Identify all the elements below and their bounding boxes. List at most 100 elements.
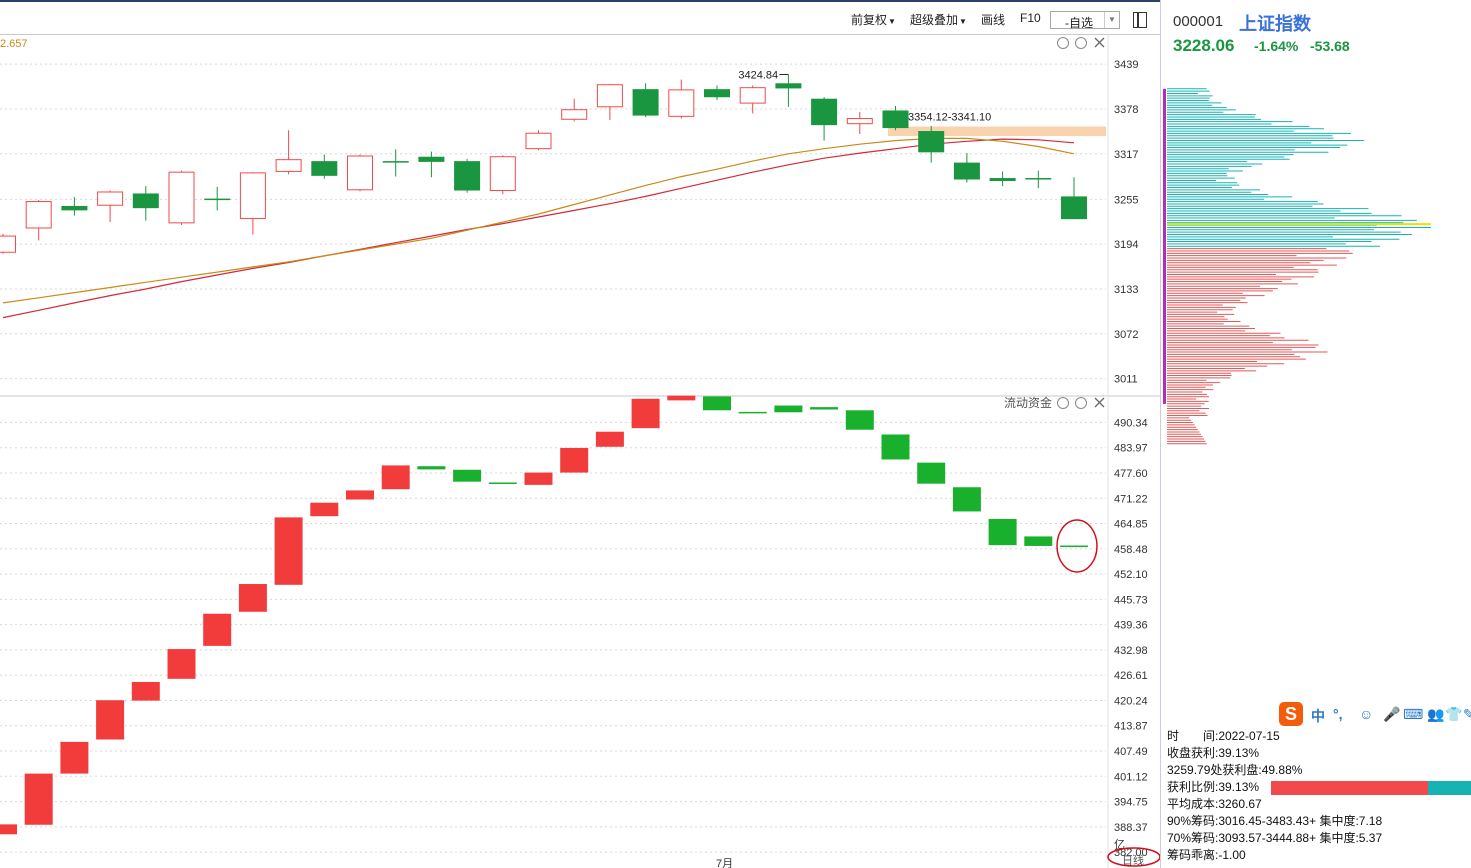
chip-90-range bbox=[1163, 88, 1166, 404]
ime-toolbar: S 中 °, ☺ 🎤 ⌨ 👥 👕 ✎ bbox=[1279, 700, 1471, 728]
ma-red-line bbox=[2, 138, 1075, 319]
stat-close-profit: 收盘获利:39.13% bbox=[1167, 746, 1260, 760]
candle-body bbox=[632, 89, 659, 116]
candle bbox=[61, 197, 88, 216]
flow-panel-title: 流动资金 bbox=[1004, 395, 1052, 410]
flow-tick-label: 464.85 bbox=[1114, 519, 1148, 531]
flow-bar bbox=[738, 411, 767, 414]
candle-body bbox=[811, 98, 838, 126]
flow-bar bbox=[167, 649, 196, 679]
flow-bar bbox=[274, 517, 303, 585]
flow-bar bbox=[453, 469, 482, 482]
candle-body bbox=[882, 110, 909, 129]
candle bbox=[918, 125, 945, 163]
microphone-icon[interactable]: 🎤 bbox=[1383, 706, 1401, 722]
draw-line-button[interactable]: 画线 bbox=[981, 13, 1006, 27]
profit-ratio-fill bbox=[1271, 781, 1428, 795]
f10-button[interactable]: F10 bbox=[1020, 11, 1041, 25]
stat-profit-ratio-row: 获利比例:39.13% bbox=[1167, 779, 1471, 796]
candle bbox=[739, 85, 766, 114]
chip-distribution-panel: 000001 上证指数 3228.06 -1.64% -53.68 S 中 °,… bbox=[1160, 0, 1471, 868]
ma-yellow-line bbox=[2, 137, 1075, 304]
flow-bar bbox=[667, 395, 696, 401]
kline-chart: 3439 3378 3317 3255 3194 3133 3072 3011 490.34 48… bbox=[0, 34, 1160, 868]
flow-bar bbox=[881, 434, 910, 460]
close-icon bbox=[1094, 397, 1105, 408]
candle-body bbox=[132, 193, 159, 209]
tools-icon[interactable]: ✎ bbox=[1463, 706, 1471, 722]
flow-tick-label: 439.36 bbox=[1114, 620, 1148, 632]
stock-name[interactable]: 上证指数 bbox=[1239, 14, 1311, 34]
flow-unit-label: 亿 bbox=[1114, 838, 1125, 851]
price-tick-label: 3255 bbox=[1114, 194, 1138, 206]
flow-bar bbox=[310, 502, 339, 517]
candle bbox=[168, 170, 195, 226]
candle-body bbox=[739, 87, 766, 104]
flow-bar bbox=[131, 681, 160, 701]
flow-tick-label: 477.60 bbox=[1114, 468, 1148, 480]
flow-tick-label: 471.22 bbox=[1114, 493, 1148, 505]
flow-tick-label: 388.37 bbox=[1114, 822, 1148, 834]
watchlist-label: -自选 bbox=[1065, 16, 1093, 30]
candle-body bbox=[1025, 178, 1052, 180]
stock-code: 000001 bbox=[1173, 13, 1224, 30]
restore-right-label: 前复权 bbox=[851, 13, 888, 27]
flow-bar bbox=[524, 472, 553, 485]
stat-profit-ratio: 获利比例:39.13% bbox=[1167, 780, 1260, 794]
restore-right-menu[interactable]: 前复权▼ bbox=[851, 11, 896, 28]
chevron-down-icon: ▼ bbox=[1104, 12, 1119, 28]
candle-body bbox=[275, 159, 302, 172]
change-amount: -53.68 bbox=[1310, 38, 1350, 54]
candle bbox=[846, 111, 873, 134]
candle bbox=[347, 154, 373, 192]
stat-profit-at: 3259.79处获利盘:49.88% bbox=[1167, 763, 1303, 777]
flow-bar bbox=[917, 462, 946, 484]
ime-language-toggle[interactable]: 中 bbox=[1311, 708, 1325, 724]
emoji-icon[interactable]: ☺ bbox=[1359, 706, 1374, 722]
candle bbox=[953, 153, 980, 183]
ime-punctuation-toggle[interactable]: °, bbox=[1333, 706, 1343, 722]
chip-histogram bbox=[1163, 88, 1432, 445]
flow-bar bbox=[810, 407, 839, 410]
loss-ratio-fill bbox=[1427, 781, 1471, 795]
flow-tick-label: 490.34 bbox=[1114, 417, 1148, 429]
help-icon bbox=[1075, 397, 1087, 409]
sogou-logo-icon[interactable]: S bbox=[1279, 702, 1303, 726]
price-tick-label: 3378 bbox=[1114, 104, 1138, 116]
stat-avg-cost: 平均成本:3260.67 bbox=[1167, 797, 1262, 811]
candle bbox=[382, 149, 409, 177]
flow-tick-label: 483.97 bbox=[1114, 443, 1148, 455]
stat-chips-90: 90%筹码:3016.45-3483.43+ 集中度:7.18 bbox=[1167, 814, 1383, 828]
flow-tick-label: 426.61 bbox=[1114, 670, 1148, 682]
flow-bar bbox=[238, 584, 267, 612]
candle bbox=[0, 233, 16, 254]
candle bbox=[775, 74, 802, 107]
flow-bar bbox=[774, 405, 803, 413]
shirt-icon[interactable]: 👕 bbox=[1445, 706, 1463, 722]
flow-bar bbox=[60, 741, 89, 774]
keyboard-icon[interactable]: ⌨ bbox=[1403, 706, 1424, 722]
profit-ratio-bar bbox=[1271, 781, 1471, 795]
flow-bar bbox=[417, 466, 446, 470]
price-tick-label: 3439 bbox=[1114, 59, 1138, 71]
flow-bar bbox=[988, 518, 1017, 546]
overlay-menu[interactable]: 超级叠加▼ bbox=[910, 11, 967, 28]
dropdown-caret-icon: ▼ bbox=[959, 17, 967, 26]
candle bbox=[418, 151, 445, 178]
panel-toggle-icon[interactable] bbox=[1133, 12, 1147, 28]
candle bbox=[525, 130, 552, 151]
candle bbox=[1061, 177, 1087, 220]
help-icon bbox=[1075, 37, 1087, 49]
close-icon bbox=[1094, 37, 1105, 48]
watchlist-select[interactable]: -自选 ▼ bbox=[1050, 11, 1120, 30]
price-tick-label: 3133 bbox=[1114, 284, 1138, 296]
flow-tick-label: 432.98 bbox=[1114, 645, 1148, 657]
flow-bar bbox=[96, 700, 125, 740]
skin-icon[interactable]: 👥 bbox=[1427, 706, 1445, 722]
candle-body bbox=[918, 131, 945, 153]
flow-bar bbox=[203, 613, 232, 646]
candle-body bbox=[0, 235, 16, 253]
candle-body bbox=[596, 84, 623, 108]
flow-tick-label: 394.75 bbox=[1114, 797, 1148, 809]
period-label: 日线 bbox=[1122, 853, 1144, 867]
